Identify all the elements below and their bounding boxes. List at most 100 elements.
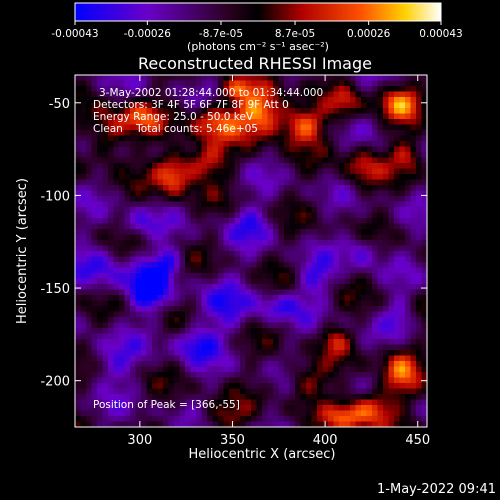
heatmap-cell <box>157 119 164 125</box>
heatmap-cell <box>251 350 257 356</box>
heatmap-cell <box>108 383 114 389</box>
heatmap-cell <box>168 124 175 131</box>
heatmap-cell <box>333 207 340 213</box>
heatmap-cell <box>361 355 367 362</box>
heatmap-cell <box>295 410 301 417</box>
heatmap-cell <box>108 306 114 312</box>
heatmap-cell <box>405 201 411 208</box>
heatmap-cell <box>339 185 345 191</box>
heatmap-cell <box>108 102 114 109</box>
heatmap-cell <box>97 108 103 114</box>
heatmap-cell <box>366 168 373 175</box>
heatmap-cell <box>141 405 147 411</box>
heatmap-cell <box>124 196 131 202</box>
heatmap-cell <box>152 119 158 125</box>
heatmap-cell <box>163 141 169 147</box>
heatmap-cell <box>113 399 120 406</box>
heatmap-cell <box>377 333 384 340</box>
heatmap-cell <box>119 124 125 131</box>
heatmap-cell <box>273 102 279 109</box>
heatmap-cell <box>366 372 373 378</box>
heatmap-cell <box>251 405 257 411</box>
heatmap-cell <box>168 152 175 158</box>
heatmap-cell <box>405 212 411 219</box>
heatmap-cell <box>240 190 246 197</box>
heatmap-cell <box>317 146 323 153</box>
heatmap-cell <box>416 416 422 422</box>
heatmap-cell <box>355 421 362 428</box>
heatmap-cell <box>146 295 153 301</box>
heatmap-cell <box>223 416 230 422</box>
heatmap-cell <box>141 130 147 136</box>
heatmap-cell <box>207 240 213 246</box>
heatmap-cell <box>207 212 213 219</box>
heatmap-cell <box>421 196 428 202</box>
heatmap-cell <box>135 289 142 296</box>
heatmap-cell <box>240 86 246 92</box>
heatmap-cell <box>240 157 246 164</box>
heatmap-cell <box>152 344 158 351</box>
heatmap-cell <box>311 256 318 263</box>
heatmap-cell <box>383 311 389 318</box>
heatmap-cell <box>141 185 147 191</box>
heatmap-cell <box>179 207 186 213</box>
heatmap-cell <box>416 322 422 329</box>
heatmap-cell <box>262 163 268 169</box>
heatmap-cell <box>256 361 263 367</box>
heatmap-cell <box>201 317 208 323</box>
heatmap-cell <box>361 366 367 373</box>
heatmap-cell <box>245 75 252 81</box>
heatmap-cell <box>124 251 131 257</box>
heatmap-cell <box>394 240 400 246</box>
heatmap-cell <box>394 372 400 378</box>
heatmap-cell <box>333 355 340 362</box>
heatmap-cell <box>300 405 307 411</box>
heatmap-cell <box>152 361 158 367</box>
heatmap-cell <box>339 311 345 318</box>
heatmap-cell <box>102 267 109 274</box>
heatmap-cell <box>350 361 356 367</box>
heatmap-cell <box>234 119 241 125</box>
heatmap-cell <box>163 190 169 197</box>
heatmap-cell <box>377 405 384 411</box>
heatmap-cell <box>306 124 312 131</box>
heatmap-cell <box>190 267 197 274</box>
heatmap-cell <box>295 333 301 340</box>
heatmap-cell <box>124 97 131 103</box>
heatmap-cell <box>119 157 125 164</box>
heatmap-cell <box>157 130 164 136</box>
heatmap-cell <box>91 377 98 384</box>
heatmap-cell <box>245 91 252 98</box>
heatmap-cell <box>262 75 268 81</box>
heatmap-cell <box>130 394 136 400</box>
heatmap-cell <box>174 295 180 301</box>
heatmap-cell <box>185 97 191 103</box>
heatmap-cell <box>130 196 136 202</box>
heatmap-cell <box>278 355 285 362</box>
heatmap-cell <box>240 141 246 147</box>
heatmap-cell <box>234 361 241 367</box>
heatmap-cell <box>361 372 367 378</box>
heatmap-cell <box>185 383 191 389</box>
heatmap-cell <box>141 262 147 268</box>
heatmap-cell <box>229 251 235 257</box>
heatmap-cell <box>102 174 109 180</box>
heatmap-cell <box>295 311 301 318</box>
heatmap-cell <box>196 278 202 285</box>
heatmap-cell <box>146 124 153 131</box>
heatmap-cell <box>201 405 208 411</box>
heatmap-cell <box>113 190 120 197</box>
heatmap-cell <box>91 405 98 411</box>
heatmap-cell <box>234 190 241 197</box>
heatmap-cell <box>152 339 158 345</box>
heatmap-cell <box>229 185 235 191</box>
heatmap-cell <box>86 218 92 224</box>
heatmap-cell <box>113 256 120 263</box>
heatmap-cell <box>218 152 224 158</box>
heatmap-cell <box>289 201 296 208</box>
heatmap-cell <box>366 80 373 87</box>
heatmap-cell <box>328 75 334 81</box>
heatmap-cell <box>311 284 318 290</box>
heatmap-cell <box>212 399 219 406</box>
heatmap-cell <box>355 240 362 246</box>
